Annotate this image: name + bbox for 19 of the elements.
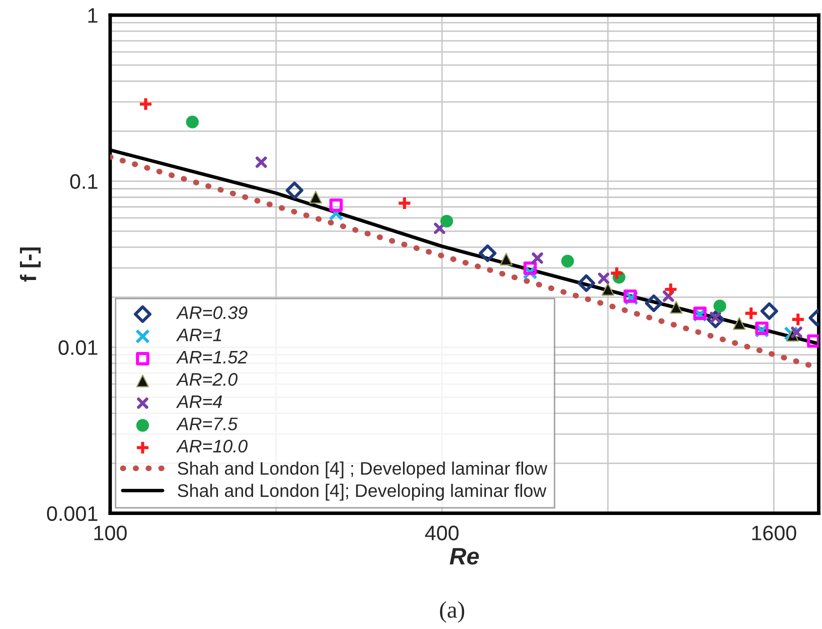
legend-label: AR=7.5 [176,418,238,430]
y-axis-title: f [-] [20,248,41,282]
legend-label: Shah and London [4] ; Developed laminar flow [178,462,548,478]
legend-label: AR=0.39 [176,306,248,320]
legend-label: AR=4 [176,395,222,408]
y-tick-label: 1 [88,8,98,23]
y-tick-label: 0.01 [58,340,98,355]
x-axis-title: Re [450,548,479,565]
legend-label: AR=1.52 [176,350,248,364]
y-tick-label: 0.1 [70,174,98,189]
legend-label: Shah and London [4]; Developing laminar flow [178,484,546,501]
text: (a) [440,601,464,623]
x-tick-label: 400 [425,526,459,540]
legend-label: AR=2.0 [176,373,238,386]
x-tick-label: 100 [94,526,127,540]
legend-label: AR=10.0 [176,440,248,453]
x-tick-label: 1600 [752,526,796,540]
legend-label: AR=1 [176,328,222,342]
y-tick-label: 0.001 [47,506,98,522]
